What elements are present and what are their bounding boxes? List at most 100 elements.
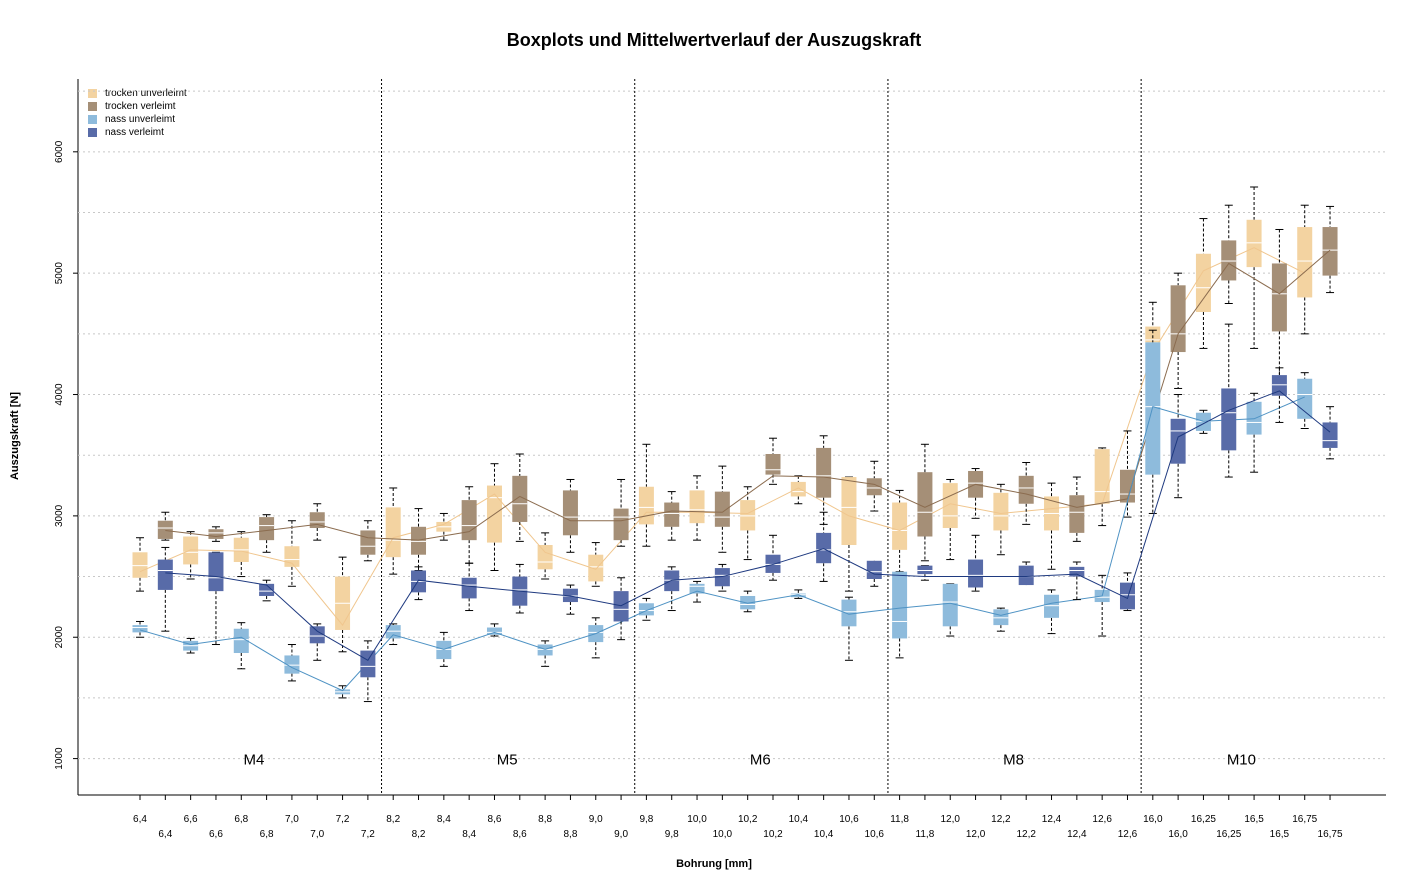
- box: [892, 571, 908, 639]
- box: [309, 512, 325, 529]
- x-tick-label: 6,6: [184, 814, 198, 825]
- box: [562, 490, 578, 536]
- legend-label: nass verleimt: [105, 127, 164, 138]
- y-tick-label: 6000: [54, 140, 65, 163]
- box: [1170, 418, 1186, 464]
- box: [360, 530, 376, 555]
- legend-item: trocken verleimt: [88, 100, 187, 113]
- box: [1322, 422, 1338, 448]
- box: [1018, 475, 1034, 504]
- box: [714, 491, 730, 527]
- box: [1044, 594, 1060, 618]
- box: [512, 475, 528, 522]
- box: [689, 490, 705, 524]
- x-tick-label: 9,8: [665, 829, 679, 840]
- box: [461, 577, 477, 599]
- box: [486, 627, 502, 635]
- legend-item: trocken unverleimt: [88, 87, 187, 100]
- box: [866, 560, 882, 579]
- group-label: M5: [497, 752, 518, 769]
- x-tick-label: 12,4: [1042, 814, 1062, 825]
- box: [942, 483, 958, 529]
- x-tick-label: 10,6: [865, 829, 885, 840]
- box: [613, 508, 629, 541]
- box: [208, 552, 224, 592]
- box: [765, 554, 781, 573]
- box: [1170, 285, 1186, 353]
- legend-label: trocken verleimt: [105, 101, 176, 112]
- box: [638, 603, 654, 616]
- box: [132, 625, 148, 633]
- box: [411, 526, 427, 555]
- box: [208, 529, 224, 539]
- box: [385, 507, 401, 558]
- box: [537, 545, 553, 570]
- box: [461, 500, 477, 541]
- box: [1069, 566, 1085, 577]
- box: [1119, 582, 1135, 610]
- x-tick-label: 16,0: [1168, 829, 1188, 840]
- x-tick-label: 7,0: [285, 814, 299, 825]
- box: [892, 502, 908, 550]
- box: [562, 588, 578, 603]
- x-tick-label: 8,8: [538, 814, 552, 825]
- x-tick-label: 7,0: [310, 829, 324, 840]
- box: [841, 477, 857, 546]
- x-tick-label: 12,0: [966, 829, 986, 840]
- x-tick-label: 12,0: [941, 814, 961, 825]
- x-tick-label: 16,25: [1191, 814, 1216, 825]
- box: [993, 492, 1009, 531]
- box: [284, 546, 300, 567]
- box: [917, 472, 933, 537]
- box: [613, 591, 629, 622]
- x-tick-label: 7,2: [336, 814, 350, 825]
- box: [259, 583, 275, 596]
- box: [664, 502, 680, 527]
- x-tick-label: 10,2: [763, 829, 783, 840]
- box: [740, 500, 756, 531]
- box: [1094, 449, 1110, 504]
- legend-item: nass unverleimt: [88, 113, 187, 126]
- x-tick-label: 9,0: [589, 814, 603, 825]
- x-tick-label: 10,6: [839, 814, 859, 825]
- x-tick-label: 16,75: [1318, 829, 1343, 840]
- box: [1221, 388, 1237, 451]
- box: [714, 568, 730, 587]
- box: [1195, 253, 1211, 313]
- box: [740, 595, 756, 610]
- x-tick-label: 8,2: [412, 829, 426, 840]
- legend-label: trocken unverleimt: [105, 88, 187, 99]
- box: [385, 625, 401, 639]
- box: [689, 583, 705, 594]
- box: [790, 593, 806, 598]
- box: [157, 559, 173, 590]
- legend-label: nass unverleimt: [105, 114, 176, 125]
- box: [537, 644, 553, 656]
- box: [157, 520, 173, 539]
- legend-swatch: [88, 128, 97, 137]
- x-tick-label: 10,2: [738, 814, 758, 825]
- x-tick-label: 8,6: [488, 814, 502, 825]
- box: [790, 481, 806, 497]
- box: [841, 599, 857, 627]
- box: [1246, 401, 1262, 435]
- legend-swatch: [88, 102, 97, 111]
- group-label: M8: [1003, 752, 1024, 769]
- box: [436, 640, 452, 660]
- chart-title: Boxplots und Mittelwertverlauf der Auszu…: [506, 30, 922, 50]
- mean-line: [139, 396, 1305, 692]
- box: [664, 570, 680, 592]
- y-tick-label: 4000: [54, 383, 65, 406]
- x-tick-label: 8,4: [462, 829, 476, 840]
- y-tick-label: 1000: [54, 747, 65, 770]
- box: [816, 447, 832, 498]
- box: [1297, 227, 1313, 298]
- x-tick-label: 12,6: [1118, 829, 1138, 840]
- box: [993, 609, 1009, 626]
- box: [1195, 412, 1211, 431]
- x-tick-label: 12,2: [991, 814, 1011, 825]
- box: [233, 628, 249, 654]
- box: [1271, 263, 1287, 332]
- legend-swatch: [88, 89, 97, 98]
